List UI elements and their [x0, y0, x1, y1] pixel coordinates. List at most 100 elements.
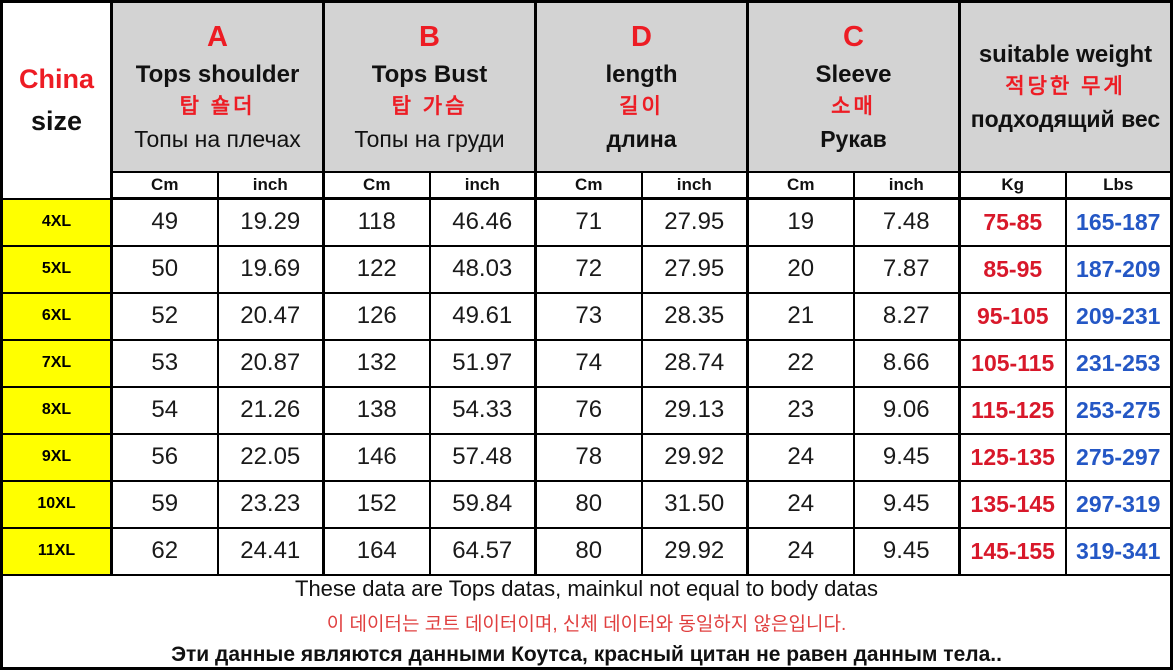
- value-cell: 21.26: [216, 385, 325, 435]
- value-cell: 53: [110, 338, 219, 388]
- column-title-en: Tops Bust: [371, 60, 488, 88]
- unit-label-inch: inch: [640, 170, 749, 200]
- kg-value-cell: 75-85: [958, 197, 1067, 247]
- value-cell: 72: [534, 244, 643, 294]
- column-title-ru: Рукав: [820, 126, 887, 153]
- value-cell: 146: [322, 432, 431, 482]
- value-cell: 27.95: [640, 197, 749, 247]
- value-cell: 71: [534, 197, 643, 247]
- value-cell: 73: [534, 291, 643, 341]
- size-chart-header: China size A Tops shoulder 탑 숄더 Топы на …: [0, 0, 1173, 200]
- column-title-en: Tops shoulder: [135, 60, 300, 88]
- table-row: 6XL 52 20.47 126 49.61 73 28.35 21 8.27 …: [0, 291, 1173, 341]
- column-header-c-sleeve: C Sleeve 소매 Рукав: [746, 0, 961, 173]
- column-header-b-bust: B Tops Bust 탑 가슴 Топы на груди: [322, 0, 537, 173]
- lbs-value-cell: 275-297: [1064, 432, 1173, 482]
- column-title-ko: 길이: [619, 94, 664, 118]
- size-label-cell: 9XL: [0, 432, 113, 482]
- column-letter-c: C: [843, 21, 864, 54]
- lbs-value-cell: 165-187: [1064, 197, 1173, 247]
- size-label-cell: 11XL: [0, 526, 113, 576]
- size-label-cell: 10XL: [0, 479, 113, 529]
- value-cell: 19.69: [216, 244, 325, 294]
- value-cell: 80: [534, 479, 643, 529]
- value-cell: 27.95: [640, 244, 749, 294]
- value-cell: 22.05: [216, 432, 325, 482]
- footer-row: These data are Tops datas, mainkul not e…: [0, 573, 1173, 669]
- value-cell: 152: [322, 479, 431, 529]
- china-label: China: [18, 63, 94, 94]
- value-cell: 21: [746, 291, 855, 341]
- value-cell: 74: [534, 338, 643, 388]
- size-label-cell: 8XL: [0, 385, 113, 435]
- value-cell: 118: [322, 197, 431, 247]
- column-title-en: suitable weight: [978, 41, 1153, 69]
- value-cell: 56: [110, 432, 219, 482]
- value-cell: 20.47: [216, 291, 325, 341]
- value-cell: 78: [534, 432, 643, 482]
- lbs-value-cell: 253-275: [1064, 385, 1173, 435]
- value-cell: 49.61: [428, 291, 537, 341]
- table-row: 11XL 62 24.41 164 64.57 80 29.92 24 9.45…: [0, 526, 1173, 576]
- column-title-ru: Топы на груди: [354, 126, 505, 153]
- column-header-d-length: D length 길이 длина: [534, 0, 749, 173]
- value-cell: 50: [110, 244, 219, 294]
- value-cell: 8.66: [852, 338, 961, 388]
- value-cell: 29.92: [640, 526, 749, 576]
- table-row: 4XL 49 19.29 118 46.46 71 27.95 19 7.48 …: [0, 197, 1173, 247]
- value-cell: 7.87: [852, 244, 961, 294]
- table-row: 9XL 56 22.05 146 57.48 78 29.92 24 9.45 …: [0, 432, 1173, 482]
- value-cell: 138: [322, 385, 431, 435]
- value-cell: 52: [110, 291, 219, 341]
- value-cell: 57.48: [428, 432, 537, 482]
- unit-label-cm: Cm: [534, 170, 643, 200]
- size-label-cell: 7XL: [0, 338, 113, 388]
- value-cell: 24: [746, 479, 855, 529]
- value-cell: 54: [110, 385, 219, 435]
- value-cell: 59: [110, 479, 219, 529]
- footer-note-en: These data are Tops datas, mainkul not e…: [295, 575, 878, 601]
- value-cell: 59.84: [428, 479, 537, 529]
- value-cell: 29.92: [640, 432, 749, 482]
- value-cell: 80: [534, 526, 643, 576]
- kg-value-cell: 85-95: [958, 244, 1067, 294]
- value-cell: 9.45: [852, 526, 961, 576]
- size-label: size: [30, 106, 83, 137]
- value-cell: 64.57: [428, 526, 537, 576]
- value-cell: 23: [746, 385, 855, 435]
- value-cell: 54.33: [428, 385, 537, 435]
- value-cell: 9.45: [852, 479, 961, 529]
- column-title-ko: 탑 가슴: [391, 94, 468, 118]
- lbs-value-cell: 319-341: [1064, 526, 1173, 576]
- value-cell: 28.35: [640, 291, 749, 341]
- value-cell: 24: [746, 526, 855, 576]
- value-cell: 164: [322, 526, 431, 576]
- value-cell: 8.27: [852, 291, 961, 341]
- unit-label-inch: inch: [428, 170, 537, 200]
- table-row: 10XL 59 23.23 152 59.84 80 31.50 24 9.45…: [0, 479, 1173, 529]
- kg-value-cell: 135-145: [958, 479, 1067, 529]
- size-label-cell: 4XL: [0, 197, 113, 247]
- column-letter-a: A: [207, 21, 228, 54]
- table-row: 8XL 54 21.26 138 54.33 76 29.13 23 9.06 …: [0, 385, 1173, 435]
- kg-value-cell: 115-125: [958, 385, 1067, 435]
- value-cell: 23.23: [216, 479, 325, 529]
- column-title-en: length: [605, 60, 678, 88]
- unit-label-kg: Kg: [958, 170, 1067, 200]
- value-cell: 9.45: [852, 432, 961, 482]
- kg-value-cell: 105-115: [958, 338, 1067, 388]
- column-header-a-shoulder: A Tops shoulder 탑 숄더 Топы на плечах: [110, 0, 325, 173]
- column-title-ko: 소매: [831, 94, 876, 118]
- kg-value-cell: 95-105: [958, 291, 1067, 341]
- column-title-ko: 적당한 무게: [1005, 75, 1126, 99]
- value-cell: 49: [110, 197, 219, 247]
- footer-note-cell: These data are Tops datas, mainkul not e…: [0, 573, 1173, 669]
- value-cell: 132: [322, 338, 431, 388]
- footer-note-ko: 이 데이터는 코트 데이터이며, 신체 데이터와 동일하지 않은입니다.: [326, 613, 847, 635]
- unit-label-cm: Cm: [110, 170, 219, 200]
- value-cell: 7.48: [852, 197, 961, 247]
- unit-label-lbs: Lbs: [1064, 170, 1173, 200]
- value-cell: 62: [110, 526, 219, 576]
- unit-label-inch: inch: [852, 170, 961, 200]
